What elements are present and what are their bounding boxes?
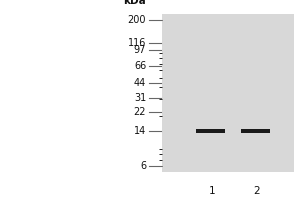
Text: 22: 22 (134, 107, 146, 117)
Text: 14: 14 (134, 126, 146, 136)
Text: 200: 200 (128, 15, 146, 25)
Text: 97: 97 (134, 45, 146, 55)
Text: kDa: kDa (123, 0, 146, 6)
Text: 44: 44 (134, 78, 146, 88)
Text: 1: 1 (209, 186, 215, 196)
Text: 2: 2 (254, 186, 260, 196)
Text: 66: 66 (134, 61, 146, 71)
Bar (196, 129, 225, 133)
Text: 31: 31 (134, 93, 146, 103)
Bar (241, 129, 270, 133)
Text: 6: 6 (140, 161, 146, 171)
Text: 116: 116 (128, 38, 146, 48)
